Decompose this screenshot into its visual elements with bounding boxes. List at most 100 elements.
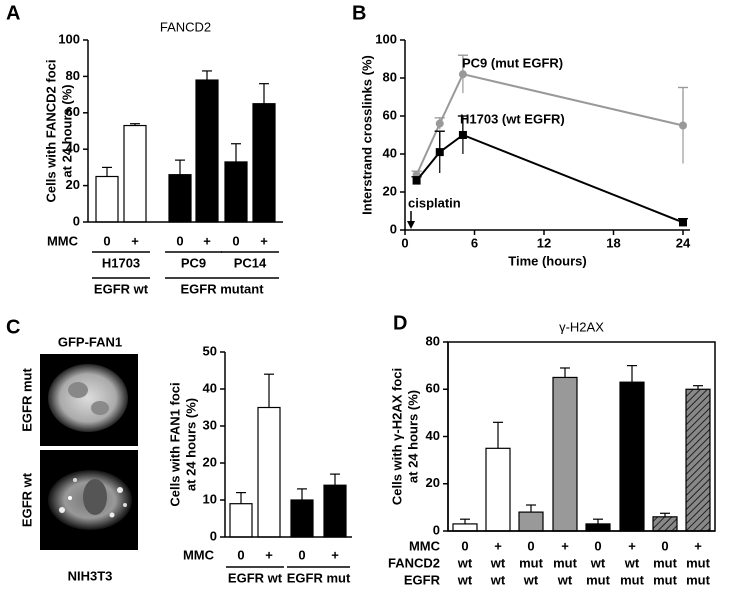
point xyxy=(435,119,444,128)
group-label: PC9 xyxy=(181,255,206,270)
image-title: GFP-FAN1 xyxy=(58,334,122,349)
plot-frame xyxy=(447,341,716,532)
bar xyxy=(585,523,611,532)
y-axis-label: at 24 hours (%) xyxy=(183,398,198,491)
series-line xyxy=(415,133,684,224)
bar xyxy=(652,516,678,532)
y-tick-label: 100 xyxy=(375,31,397,46)
group-label: EGFR mutant xyxy=(180,281,264,296)
y-tick-label: 0 xyxy=(433,522,440,537)
row-value: + xyxy=(265,547,273,562)
y-tick-label: 20 xyxy=(203,454,217,469)
y-tick-label: 20 xyxy=(383,183,397,198)
row-value: 0 xyxy=(103,233,110,248)
bar xyxy=(195,79,219,223)
row-value: 0 xyxy=(661,538,668,553)
row-label: EGFR xyxy=(404,572,441,587)
row-value: wt xyxy=(457,555,473,570)
series-label: PC9 (mut EGFR) xyxy=(462,55,563,70)
row-label: FANCD2 xyxy=(388,555,440,570)
x-tick-label: 18 xyxy=(606,235,620,250)
y-tick-label: 20 xyxy=(426,475,440,490)
y-tick-label: 40 xyxy=(203,380,217,395)
bar xyxy=(323,484,347,538)
y-axis-label: at 24 hours (%) xyxy=(59,84,74,177)
x-tick-label: 0 xyxy=(401,235,408,250)
bar xyxy=(685,388,711,532)
y-axis-label: at 24 hours (%) xyxy=(405,390,420,483)
bar xyxy=(619,381,645,532)
panel-letter: B xyxy=(352,2,366,24)
row-value: + xyxy=(131,233,139,248)
y-axis-label: Cells with FANCD2 foci xyxy=(43,59,58,202)
x-tick-label: 12 xyxy=(537,235,551,250)
row-value: + xyxy=(694,538,702,553)
y-axis-label: Cells with FAN1 foci xyxy=(167,382,182,506)
y-tick-label: 80 xyxy=(66,68,80,83)
row-value: + xyxy=(494,538,502,553)
row-value: + xyxy=(203,233,211,248)
row-value: wt xyxy=(490,572,506,587)
row-value: wt xyxy=(557,572,573,587)
row-label: MMC xyxy=(47,233,79,248)
bar xyxy=(518,511,544,532)
row-value: wt xyxy=(523,572,539,587)
row-value: mut xyxy=(686,572,711,587)
bar xyxy=(290,499,314,538)
row-value: + xyxy=(331,547,339,562)
panel-letter: A xyxy=(6,2,20,24)
y-tick-label: 30 xyxy=(203,417,217,432)
row-value: mut xyxy=(553,555,578,570)
group-label: H1703 xyxy=(102,255,140,270)
point xyxy=(679,218,687,227)
bar xyxy=(485,447,511,532)
annotation-arrowhead xyxy=(407,221,415,229)
point xyxy=(679,121,687,130)
row-value: mut xyxy=(686,555,711,570)
row-value: mut xyxy=(653,555,678,570)
row-value: wt xyxy=(490,555,506,570)
point xyxy=(412,176,421,185)
micrograph-mut xyxy=(40,354,138,446)
y-tick-label: 60 xyxy=(66,104,80,119)
chart-title: FANCD2 xyxy=(160,19,211,34)
row-value: mut xyxy=(653,572,678,587)
row-value: 0 xyxy=(527,538,534,553)
bar xyxy=(452,523,478,532)
y-tick-label: 0 xyxy=(73,213,80,228)
point xyxy=(458,70,467,79)
y-tick-label: 80 xyxy=(383,69,397,84)
point xyxy=(435,148,444,157)
row-value: mut xyxy=(519,555,544,570)
y-axis-label: Interstrand crosslinks (%) xyxy=(359,55,374,215)
bar xyxy=(552,376,578,532)
chart-title: γ-H2AX xyxy=(559,319,604,334)
y-tick-label: 80 xyxy=(426,333,440,348)
y-tick-label: 50 xyxy=(203,343,217,358)
series-line xyxy=(415,73,684,176)
row-value: wt xyxy=(590,555,606,570)
row-value: 0 xyxy=(176,233,183,248)
x-tick-label: 6 xyxy=(471,235,478,250)
panel-letter: D xyxy=(393,312,407,334)
y-tick-label: 100 xyxy=(58,31,80,46)
row-value: mut xyxy=(620,572,645,587)
panel-letter: C xyxy=(6,316,20,338)
bar xyxy=(257,406,281,538)
bar xyxy=(95,175,119,223)
row-value: 0 xyxy=(594,538,601,553)
y-tick-label: 20 xyxy=(66,177,80,192)
x-axis-label: Time (hours) xyxy=(508,253,587,268)
y-tick-label: 10 xyxy=(203,491,217,506)
row-value: wt xyxy=(457,572,473,587)
group-label: PC14 xyxy=(234,255,267,270)
annotation: cisplatin xyxy=(408,195,461,210)
y-tick-label: 40 xyxy=(383,145,397,160)
row-value: wt xyxy=(624,555,640,570)
group-label: EGFR wt xyxy=(94,281,149,296)
y-tick-label: 40 xyxy=(426,428,440,443)
row-value: mut xyxy=(586,572,611,587)
y-tick-label: 60 xyxy=(426,381,440,396)
image-label: EGFR wt xyxy=(19,472,34,527)
